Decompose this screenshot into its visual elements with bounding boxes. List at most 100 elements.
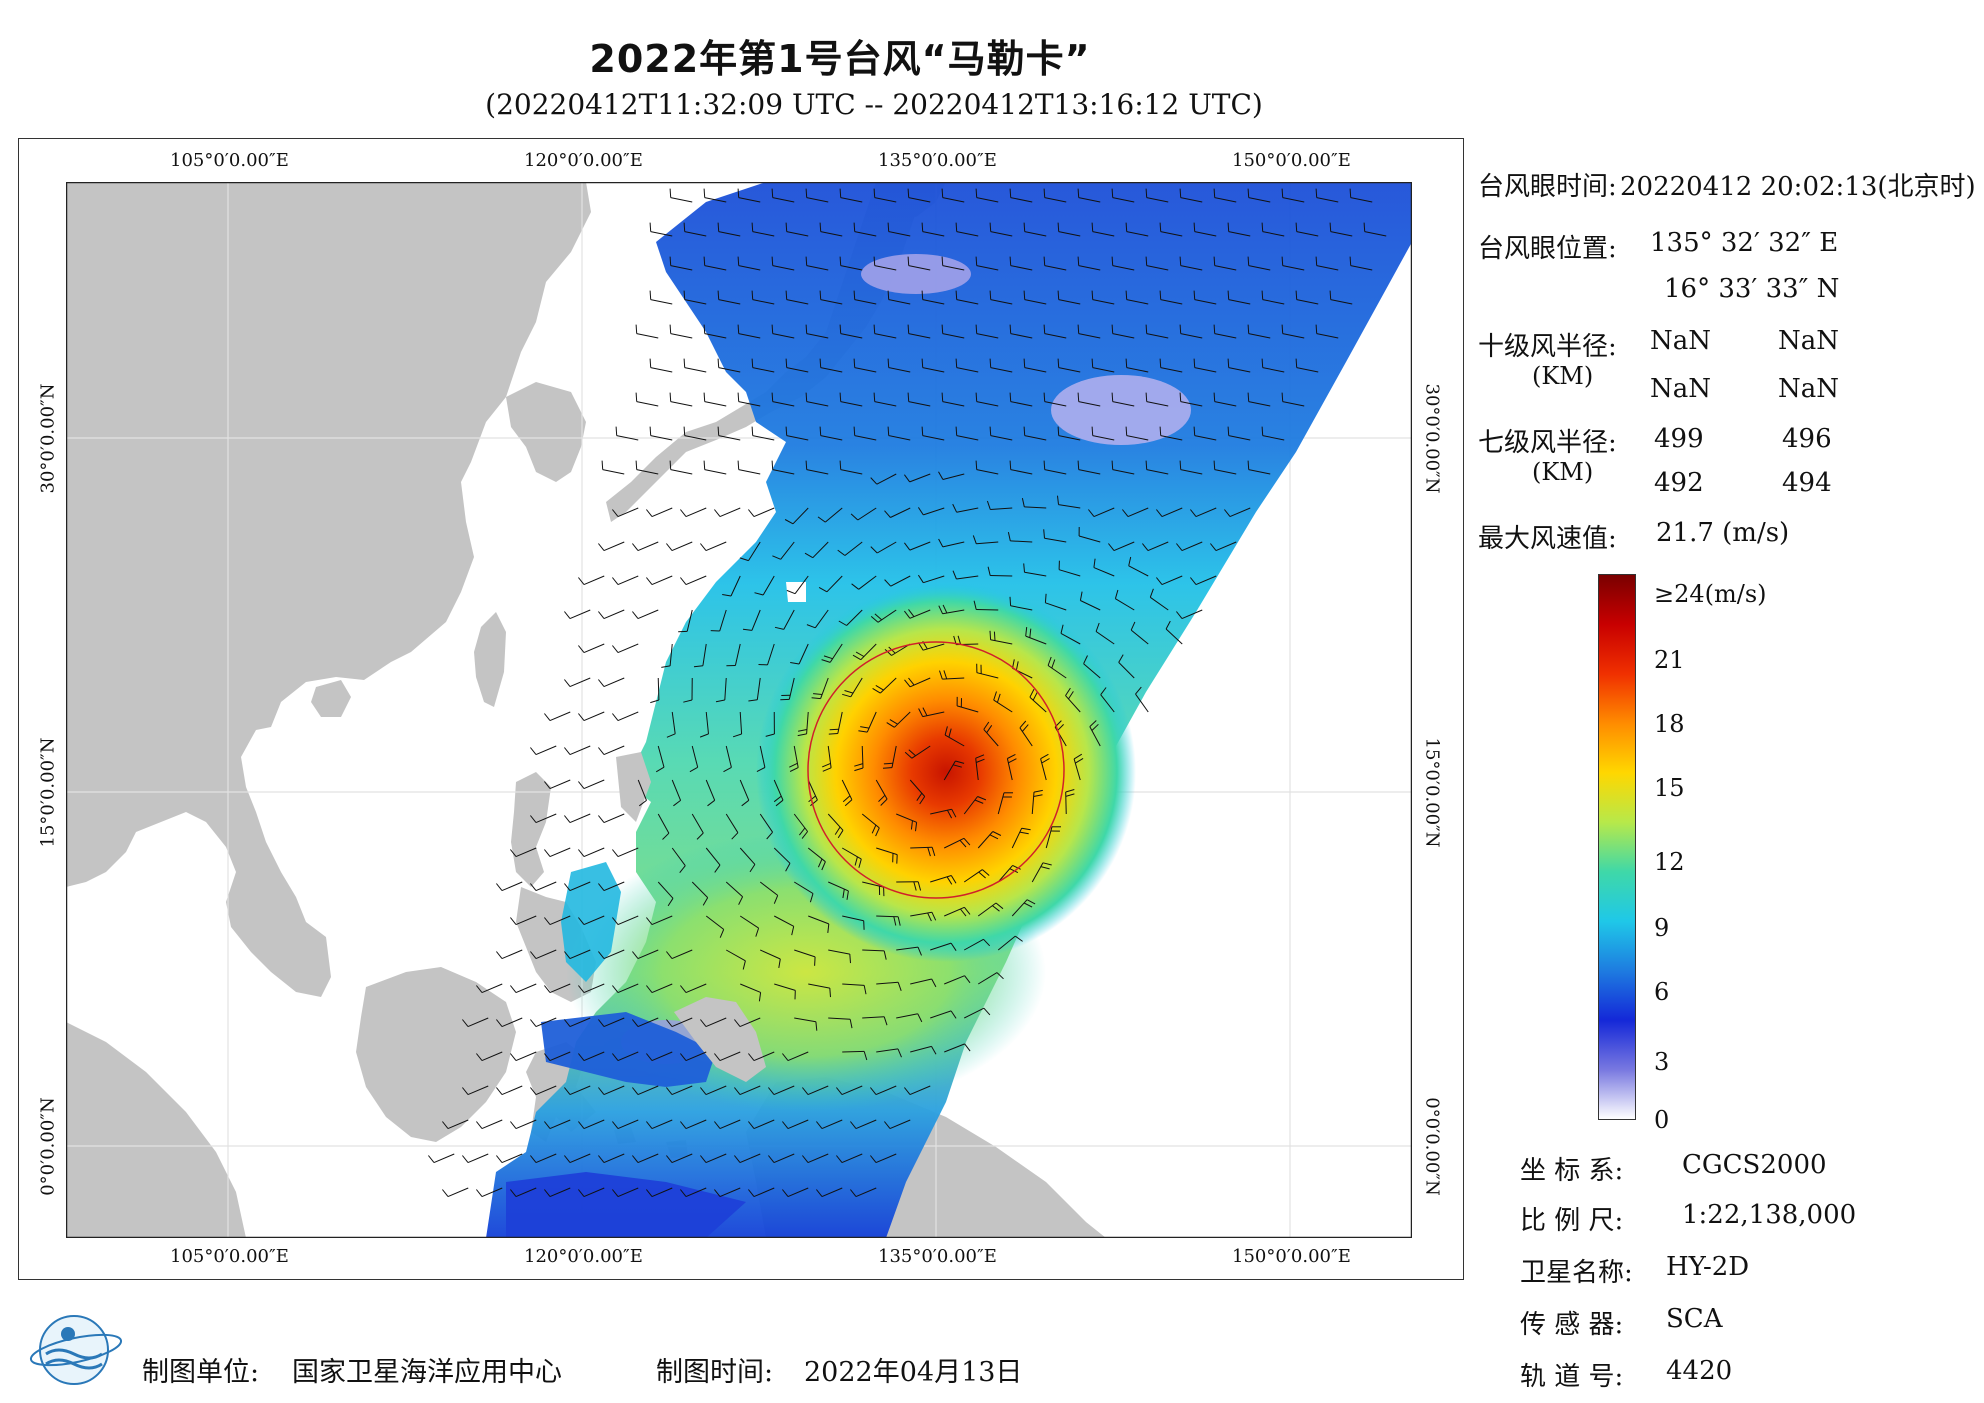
wind-barb xyxy=(684,231,707,237)
wind-barb-feather xyxy=(882,767,893,769)
wind-barb-feather xyxy=(789,762,798,768)
wind-barb xyxy=(922,299,945,305)
wind-barb xyxy=(760,949,781,960)
wind-barb xyxy=(569,813,591,824)
lon-tick-top-135: 135°0′0.00″E xyxy=(878,150,997,171)
wind-barb-feather xyxy=(1009,324,1012,334)
wind-barb-feather xyxy=(683,290,686,300)
wind-barb-feather xyxy=(715,699,725,703)
wind-barb-feather xyxy=(703,324,706,334)
wind-barb-feather xyxy=(927,847,931,857)
wind-barb xyxy=(821,1187,843,1198)
wind-barb-feather xyxy=(601,460,604,470)
wind-barb-feather xyxy=(1007,753,1016,759)
wind-barb xyxy=(1214,265,1237,271)
force7-radius-se: 496 xyxy=(1782,424,1832,454)
wind-barb-feather xyxy=(846,890,849,900)
wind-barb-feather xyxy=(1088,509,1095,517)
wind-barb xyxy=(753,1119,775,1130)
wind-barb xyxy=(569,949,591,960)
wind-barb xyxy=(651,507,673,518)
wind-barb-feather xyxy=(989,358,992,368)
wind-barb xyxy=(725,813,739,833)
wind-barb-feather xyxy=(680,1189,687,1197)
wind-barb xyxy=(569,1085,591,1096)
wind-barb xyxy=(515,1051,537,1062)
wind-barb-feather xyxy=(612,917,619,925)
wind-barb-feather xyxy=(950,875,957,884)
wind-barb xyxy=(1330,231,1353,237)
wind-barb-feather xyxy=(714,1121,721,1129)
wind-barb-feather xyxy=(719,929,725,938)
sensor-label: 传 感 器: xyxy=(1520,1310,1624,1340)
wind-barb xyxy=(976,469,999,475)
wind-barb-feather xyxy=(703,188,706,198)
wind-barb-feather xyxy=(758,992,762,1002)
wind-barb xyxy=(762,575,775,596)
wind-barb-feather xyxy=(903,542,911,551)
force10-radius-se: NaN xyxy=(1778,326,1840,356)
wind-barb-feather xyxy=(983,721,990,730)
wind-barb-feather xyxy=(1130,621,1136,631)
lon-tick-bottom-150: 150°0′0.00″E xyxy=(1232,1246,1351,1267)
wind-barb xyxy=(786,231,809,237)
wind-barb-feather xyxy=(564,883,571,891)
wind-barb-feather xyxy=(462,1155,469,1163)
wind-barb-feather xyxy=(612,1121,619,1129)
wind-barb xyxy=(806,265,829,271)
wind-barb xyxy=(670,333,693,339)
wind-barb xyxy=(569,609,591,620)
wind-barb xyxy=(874,265,897,271)
wind-barb xyxy=(1010,265,1033,271)
wind-barb xyxy=(909,609,931,619)
wind-barb xyxy=(1092,299,1115,305)
lat-tick-right-0: 0°0′0.00″N xyxy=(1421,1097,1443,1196)
wind-barb xyxy=(840,401,863,407)
wind-barb-feather xyxy=(1247,392,1250,402)
wind-barb xyxy=(636,333,659,339)
wind-barb-feather xyxy=(974,799,984,804)
wind-barb xyxy=(549,1187,571,1198)
wind-barb xyxy=(983,729,999,747)
wind-barb-feather xyxy=(815,1021,818,1031)
wind-barb xyxy=(617,1051,639,1062)
wind-barb xyxy=(1194,231,1217,237)
wind-barb xyxy=(942,473,965,480)
wind-barb-feather xyxy=(1193,426,1196,436)
wind-barb xyxy=(549,711,571,722)
wind-barb xyxy=(827,813,844,831)
wind-barb xyxy=(501,1017,523,1028)
wind-barb-feather xyxy=(853,222,856,232)
wind-barb-feather xyxy=(801,831,808,839)
wind-barb-feather xyxy=(749,864,756,873)
wind-barb-feather xyxy=(819,222,822,232)
wind-barb-feather xyxy=(1176,543,1183,551)
wind-barb xyxy=(1316,197,1339,203)
wind-barb-feather xyxy=(931,847,936,857)
wind-barb xyxy=(1229,507,1251,518)
wind-barb-feather xyxy=(646,917,653,925)
wind-barb xyxy=(1350,265,1373,271)
wind-barb xyxy=(875,1085,897,1096)
wind-barb-feather xyxy=(703,392,706,402)
wind-barb xyxy=(1010,540,1033,543)
force7-radius-label: 七级风半径: xyxy=(1478,428,1617,458)
wind-barb-feather xyxy=(1032,691,1038,701)
wind-barb xyxy=(808,915,829,925)
wind-barb-feather xyxy=(870,1087,877,1095)
wind-barb-feather xyxy=(811,697,821,700)
wind-barb xyxy=(1112,333,1135,339)
wind-barb xyxy=(1078,333,1101,339)
wind-barb-feather xyxy=(921,358,924,368)
wind-barb-feather xyxy=(544,1189,551,1197)
wind-barb-feather xyxy=(844,799,853,807)
map-frame xyxy=(18,138,1464,1280)
wind-barb xyxy=(1073,758,1081,781)
wind-barb-feather xyxy=(921,290,924,300)
wind-barb xyxy=(909,677,931,688)
wind-barb xyxy=(719,609,727,632)
wind-barb-feather xyxy=(951,808,957,818)
wind-barb xyxy=(930,875,952,883)
wind-barb xyxy=(684,435,707,441)
wind-barb-feather xyxy=(907,392,910,402)
